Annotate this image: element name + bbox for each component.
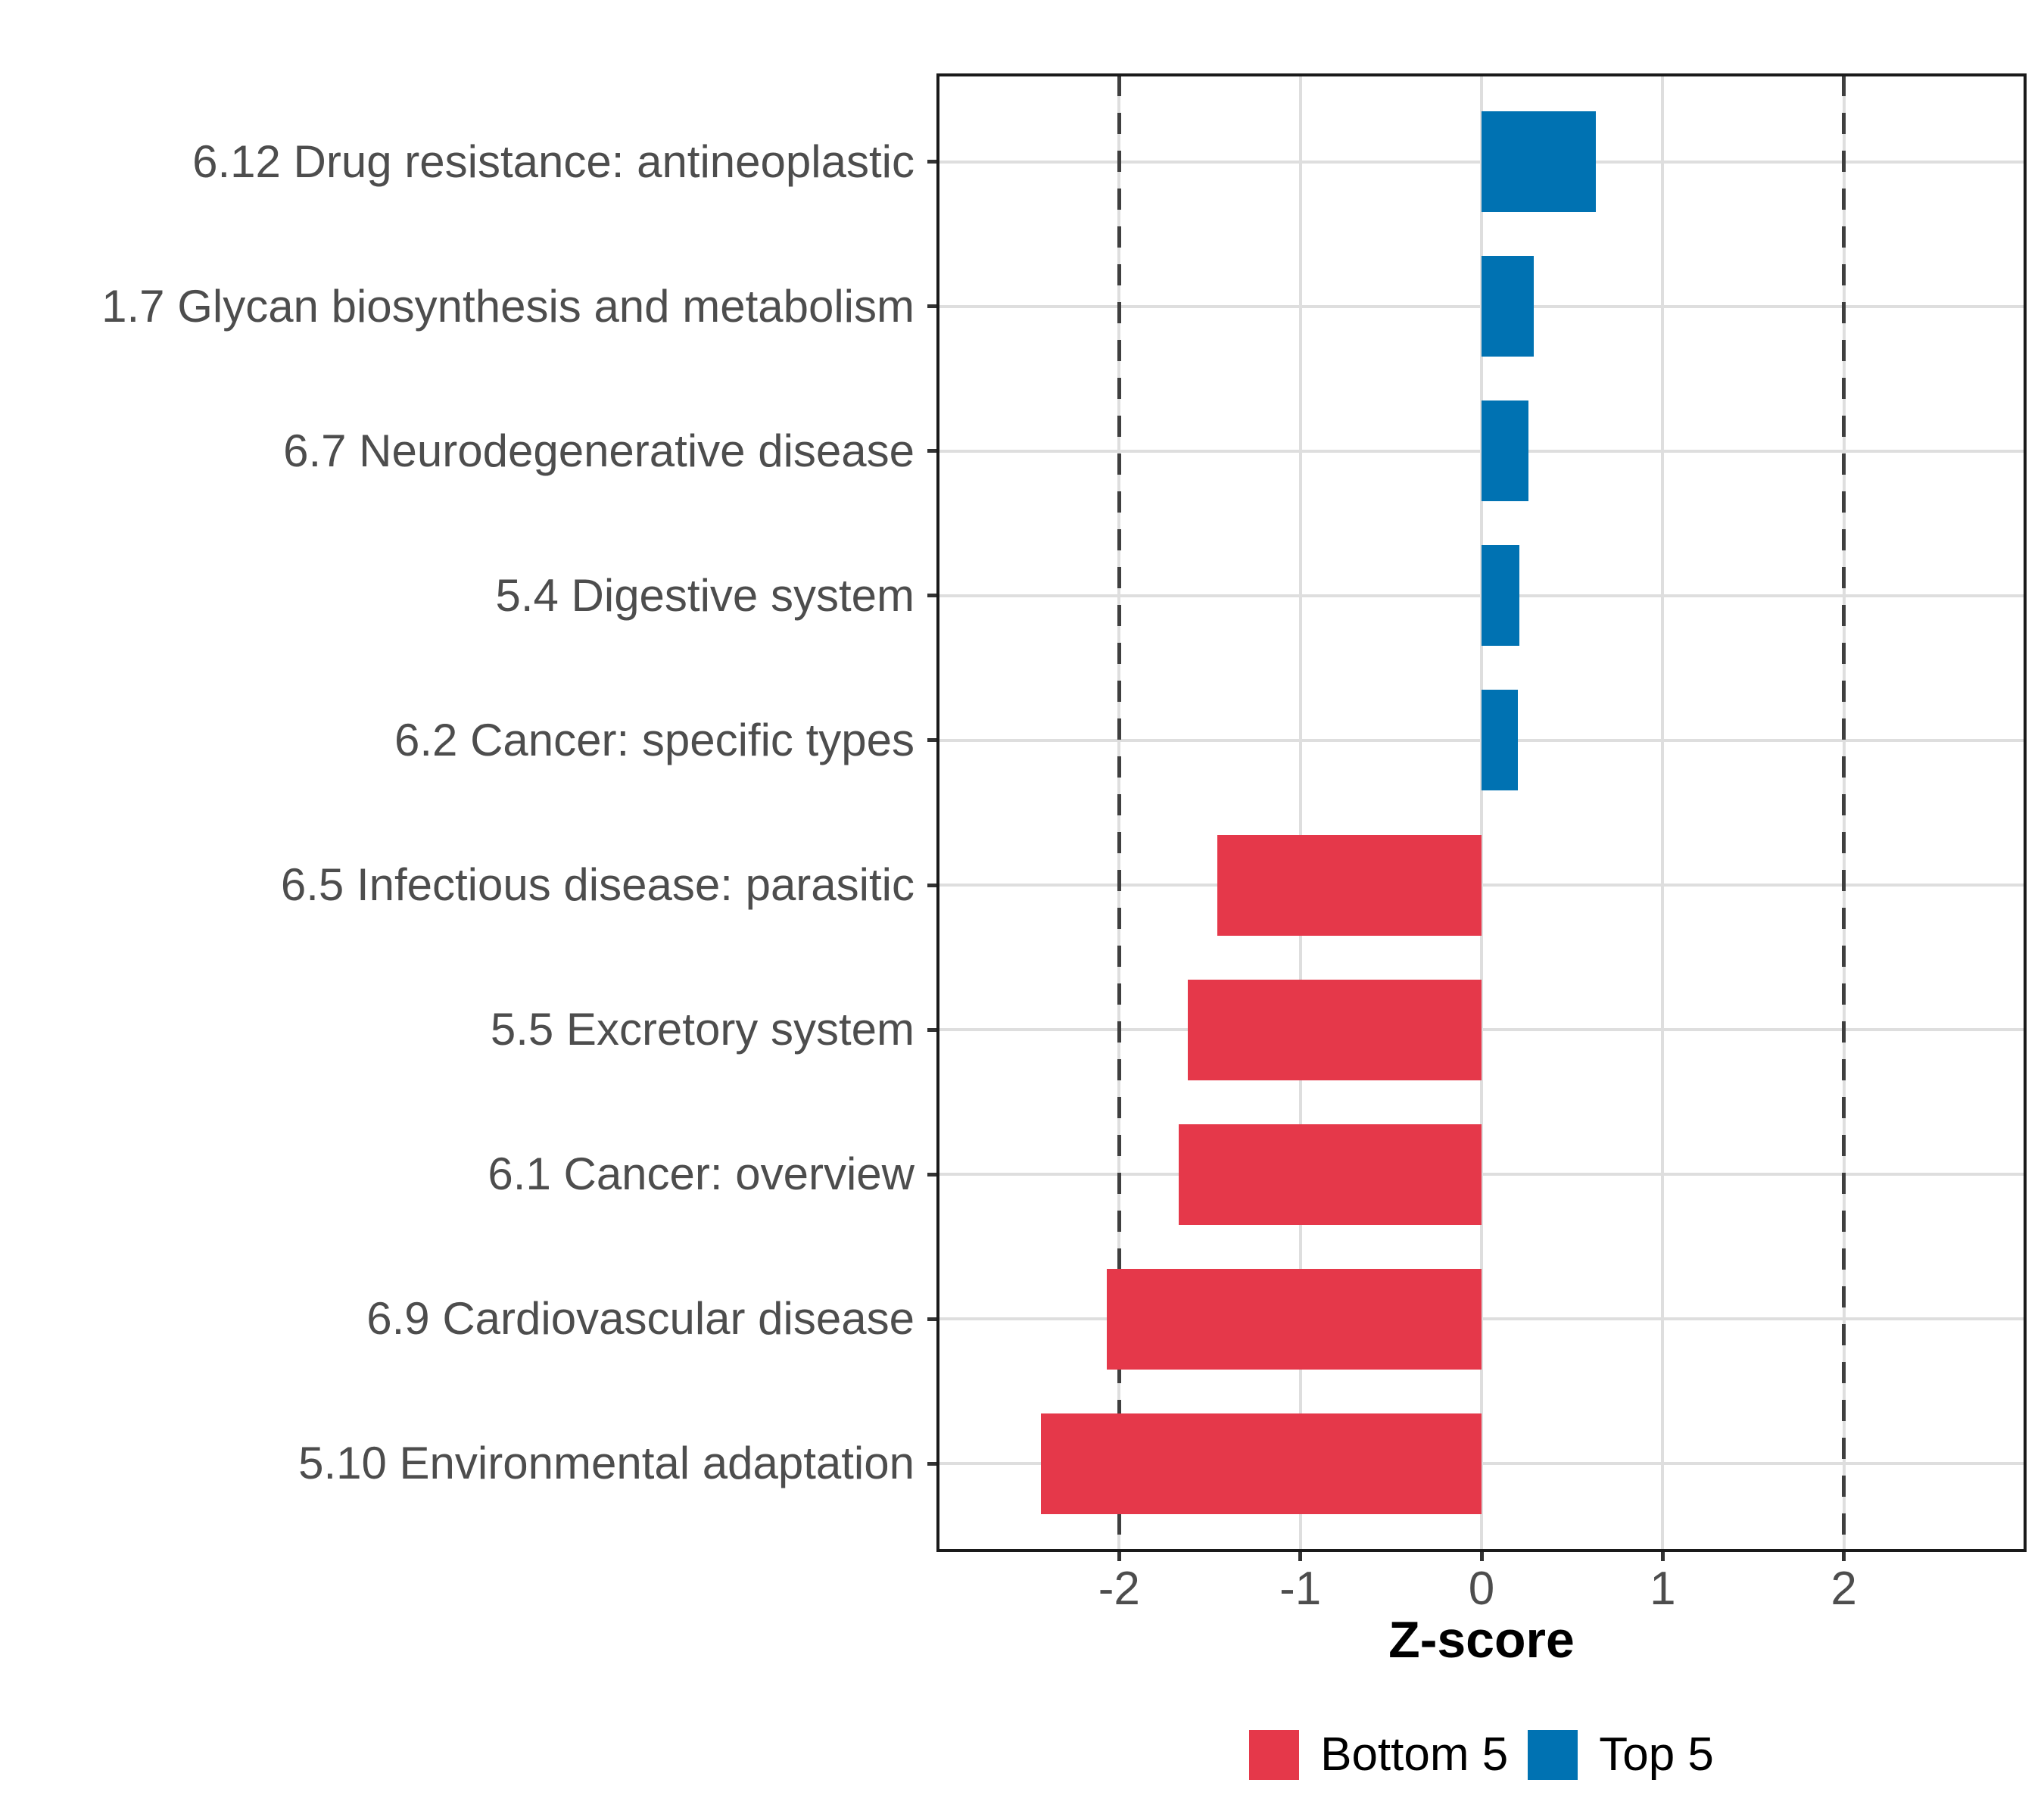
y-axis-tick	[927, 1461, 938, 1466]
x-tick-label: 0	[1468, 1563, 1495, 1615]
x-tick-label: -1	[1279, 1563, 1322, 1615]
x-axis-tick	[1298, 1551, 1303, 1561]
x-tick-label: -2	[1098, 1563, 1140, 1615]
x-tick-label: 1	[1650, 1563, 1676, 1615]
legend-swatch-bottom5	[1249, 1730, 1300, 1780]
y-axis-label: 6.9 Cardiovascular disease	[366, 1293, 915, 1345]
legend-item-top5: Top 5	[1528, 1729, 1714, 1781]
x-axis-tick	[1479, 1551, 1484, 1561]
y-axis-tick	[927, 1317, 938, 1321]
gridline-vertical	[1661, 75, 1665, 1551]
legend-label-top5: Top 5	[1599, 1728, 1714, 1781]
reference-line	[1117, 75, 1121, 1551]
legend: Bottom 5 Top 5	[938, 1729, 2025, 1781]
y-axis-tick	[927, 883, 938, 887]
reference-line	[1842, 75, 1846, 1551]
x-axis-title: Z-score	[1388, 1611, 1575, 1669]
legend-swatch-top5	[1528, 1730, 1578, 1780]
y-axis-label: 1.7 Glycan biosynthesis and metabolism	[101, 280, 915, 332]
bar-bottom5	[1188, 979, 1482, 1080]
y-axis-label: 5.4 Digestive system	[495, 569, 915, 621]
bar-bottom5	[1106, 1268, 1482, 1370]
bar-top5	[1482, 111, 1596, 213]
x-axis-tick	[1842, 1551, 1846, 1561]
y-axis-label: 6.1 Cancer: overview	[488, 1148, 915, 1200]
x-tick-label: 2	[1831, 1563, 1857, 1615]
y-axis-tick	[927, 160, 938, 164]
y-axis-tick	[927, 1027, 938, 1032]
legend-item-bottom5: Bottom 5	[1249, 1729, 1508, 1781]
y-axis-label: 5.5 Excretory system	[490, 1004, 915, 1055]
bar-top5	[1482, 690, 1518, 791]
bar-bottom5	[1041, 1413, 1482, 1514]
x-axis-tick	[1117, 1551, 1121, 1561]
x-axis-tick	[1660, 1551, 1665, 1561]
y-axis-label: 6.2 Cancer: specific types	[394, 714, 915, 765]
y-axis-tick	[927, 449, 938, 453]
y-axis-label: 6.5 Infectious disease: parasitic	[280, 859, 915, 911]
y-axis-tick	[927, 738, 938, 743]
bar-top5	[1482, 545, 1520, 647]
bar-top5	[1482, 256, 1535, 357]
bar-top5	[1482, 400, 1529, 502]
gridline-vertical	[1298, 75, 1302, 1551]
y-axis-tick	[927, 1172, 938, 1177]
y-axis-label: 6.7 Neurodegenerative disease	[283, 425, 915, 476]
legend-label-bottom5: Bottom 5	[1320, 1728, 1509, 1781]
y-axis-tick	[927, 594, 938, 598]
y-axis-label: 6.12 Drug resistance: antineoplastic	[192, 136, 915, 187]
y-axis-label: 5.10 Environmental adaptation	[298, 1438, 915, 1489]
bar-bottom5	[1217, 834, 1482, 936]
gridline-vertical	[1480, 75, 1483, 1551]
y-axis-tick	[927, 304, 938, 309]
bar-bottom5	[1179, 1124, 1482, 1225]
